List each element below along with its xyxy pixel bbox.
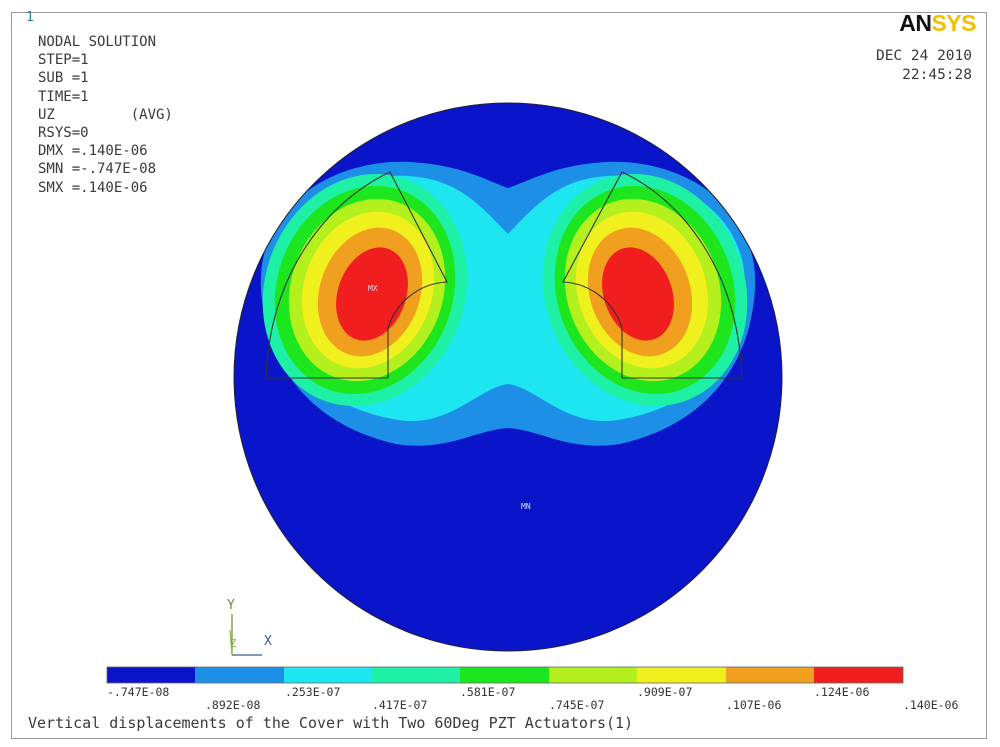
legend-swatch — [107, 667, 195, 683]
info-line: RSYS=0 — [38, 125, 89, 142]
info-line: UZ (AVG) — [38, 106, 173, 123]
info-line: DMX =.140E-06 — [38, 143, 148, 160]
info-line: SMN =-.747E-08 — [38, 161, 157, 178]
legend-swatch — [637, 667, 726, 683]
info-line: TIME=1 — [38, 88, 89, 105]
actuator-left — [265, 171, 448, 379]
logo-part1: AN — [899, 10, 932, 36]
axis-triad — [229, 614, 262, 656]
solution-info: NODAL SOLUTION STEP=1 SUB =1 TIME=1 UZ (… — [38, 33, 173, 197]
info-line: SUB =1 — [38, 70, 89, 87]
ansys-logo: ANSYS — [899, 10, 976, 37]
axis-z-label: Z — [230, 637, 237, 650]
actuator-right — [562, 171, 743, 379]
legend-swatch — [460, 667, 549, 683]
contour-band-8 — [336, 247, 408, 341]
legend-bar — [106, 666, 904, 684]
timestamp: DEC 24 2010 22:45:28 — [876, 47, 972, 85]
min-marker: MN — [521, 502, 531, 511]
axis-x-label: X — [264, 634, 272, 649]
info-line: NODAL SOLUTION — [38, 34, 157, 50]
legend-swatch — [284, 667, 372, 683]
plot-caption: Vertical displacements of the Cover with… — [28, 714, 634, 732]
info-line: SMX =.140E-06 — [38, 179, 148, 196]
date-text: DEC 24 2010 — [875, 48, 972, 64]
legend-swatch — [195, 667, 284, 683]
contour-band-8 — [602, 247, 674, 341]
window-number: 1 — [26, 10, 34, 25]
logo-part2: SYS — [931, 10, 976, 36]
contour-bands — [260, 161, 756, 446]
max-marker: MX — [368, 284, 378, 293]
legend-swatch — [726, 667, 814, 683]
axis-y-label: Y — [227, 598, 235, 613]
legend-swatch — [372, 667, 460, 683]
info-line: STEP=1 — [38, 52, 89, 69]
legend-swatch — [814, 667, 903, 683]
cover-outline — [233, 102, 783, 652]
legend-swatch — [549, 667, 637, 683]
time-text: 22:45:28 — [902, 67, 972, 83]
